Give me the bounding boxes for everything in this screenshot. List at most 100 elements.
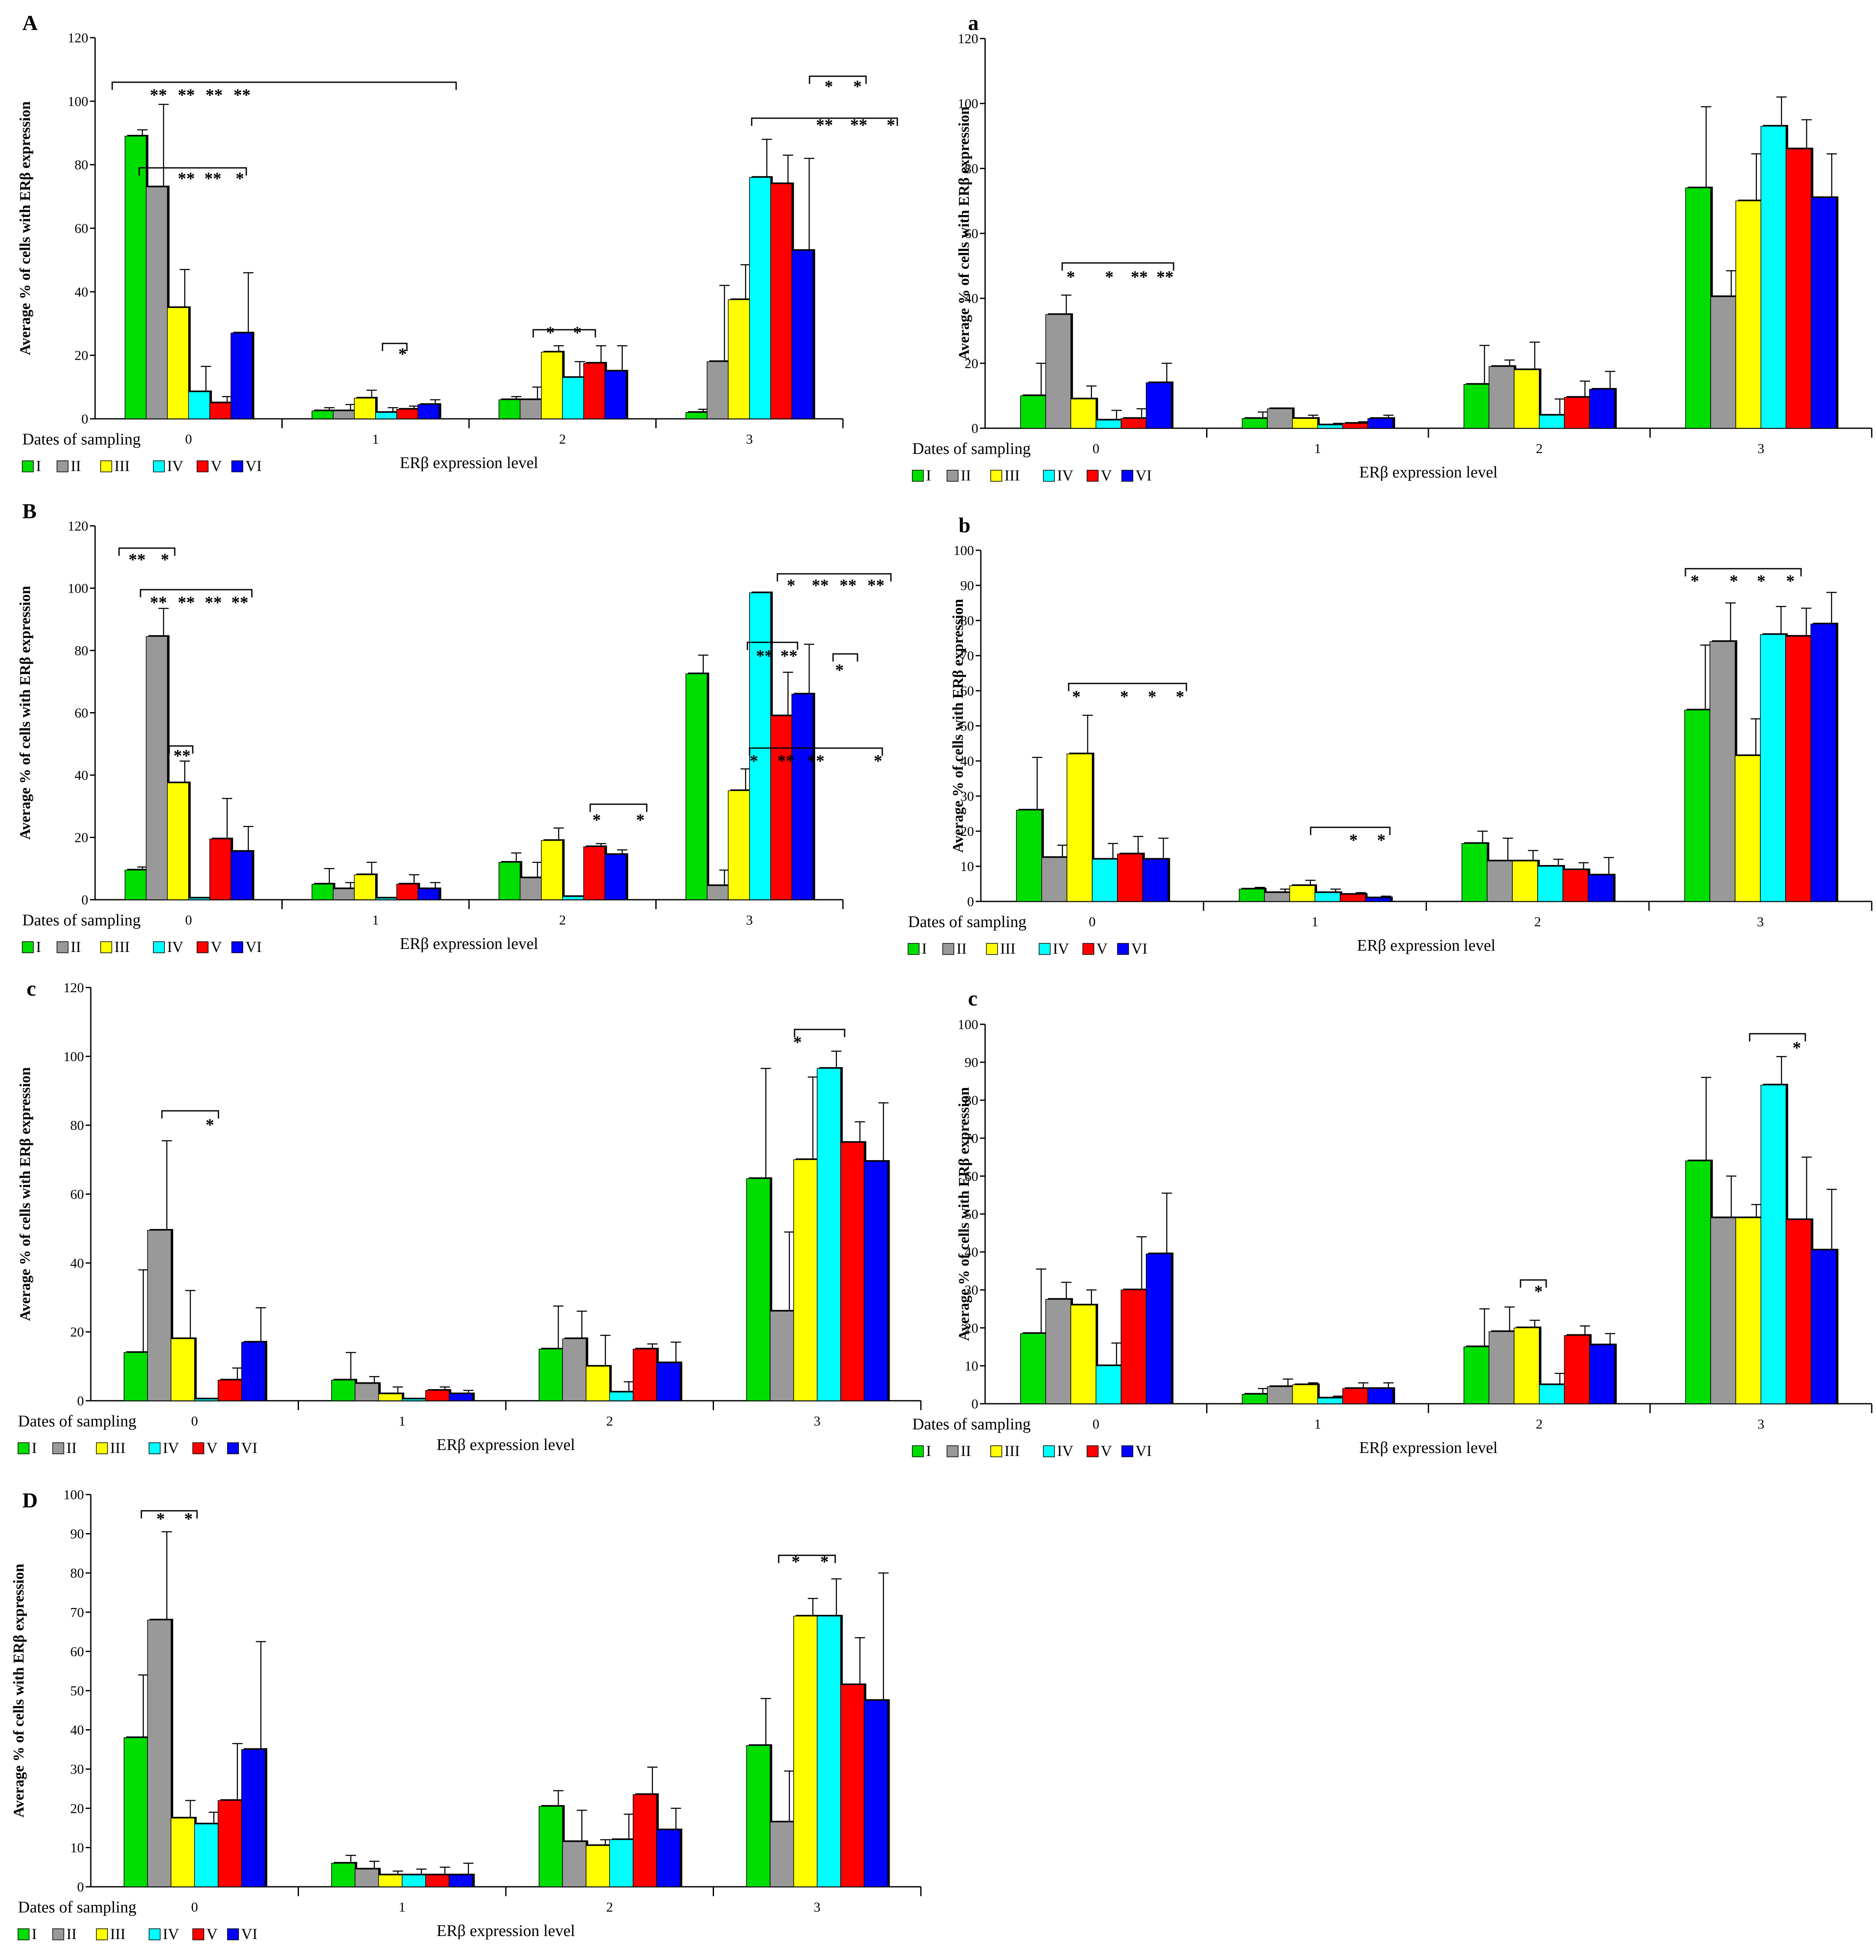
y-tick-label: 120 — [68, 30, 88, 45]
significance-marker: ** — [150, 593, 167, 612]
bar-I-level-2 — [499, 399, 521, 419]
legend-label: IV — [167, 457, 183, 474]
bar-VI-level-3 — [791, 694, 813, 900]
legend-label: III — [110, 1439, 125, 1456]
y-tick-label: 20 — [965, 355, 978, 371]
bar-IV-level-2 — [562, 896, 584, 900]
legend-swatch — [192, 1928, 204, 1940]
y-tick-label: 0 — [971, 421, 978, 436]
bar-V-level-0 — [209, 838, 231, 900]
legend-label: VI — [245, 457, 262, 474]
chart-panel-5: c 0 10 20 30 40 50 60 70 80 90 100 0 1 2 3 Dates of samp… — [912, 986, 1873, 1459]
y-tick-label: 0 — [971, 1396, 978, 1411]
legend-label: V — [211, 457, 222, 474]
category-label: 1 — [1314, 1416, 1321, 1432]
legend-label: I — [32, 1925, 37, 1942]
bar-III-level-2 — [586, 1845, 610, 1887]
significance-bracket — [1310, 826, 1391, 835]
y-axis-label: Average % of cells with ERβ expression — [956, 1087, 972, 1341]
panel-letter: D — [22, 1488, 38, 1512]
significance-marker: ** — [850, 115, 867, 134]
chart-panel-0: A 0 20 40 60 80 100 120 0 1 2 3 Dates of sampling ERβ… — [17, 11, 898, 474]
significance-marker: * — [206, 1115, 214, 1134]
significance-marker: * — [1730, 571, 1738, 591]
y-axis-label: Average % of cells with ERβ expression — [17, 586, 33, 840]
legend-label: II — [71, 938, 81, 955]
significance-bracket — [751, 117, 898, 126]
y-tick-label: 80 — [965, 161, 978, 176]
bar-II-level-3 — [1710, 1217, 1736, 1404]
chart-panel-2: B 0 20 40 60 80 100 120 0 1 2 3 Dates of sampling ERβ… — [17, 499, 892, 955]
significance-marker: * — [1176, 687, 1184, 706]
y-tick-label: 90 — [70, 1526, 84, 1542]
category-label: 2 — [1536, 1416, 1543, 1432]
bar-V-level-1 — [425, 1874, 450, 1887]
significance-marker: ** — [204, 169, 221, 188]
bar-IV-level-3 — [749, 592, 771, 900]
x-axis-label: ERβ expression level — [400, 935, 538, 953]
bar-I-level-1 — [331, 1863, 355, 1887]
bar-I-level-0 — [123, 1737, 148, 1887]
bar-V-level-3 — [1786, 1219, 1812, 1404]
y-tick-label: 60 — [965, 226, 978, 241]
bar-IV-level-2 — [1537, 866, 1563, 902]
legend-label: IV — [1053, 940, 1069, 957]
y-tick-label: 40 — [70, 1722, 84, 1738]
legend-swatch — [192, 1442, 204, 1454]
significance-bracket — [747, 641, 798, 650]
significance-marker: ** — [1156, 267, 1174, 286]
legend-label: III — [1004, 467, 1020, 484]
significance-bracket — [118, 547, 176, 556]
bar-III-level-3 — [1735, 1217, 1762, 1404]
y-axis-label: Average % of cells with ERβ expression — [17, 101, 33, 355]
significance-bracket — [140, 1510, 198, 1518]
significance-marker: ** — [816, 115, 833, 134]
bar-II-level-2 — [520, 877, 542, 900]
bar-III-level-2 — [541, 840, 563, 900]
significance-marker: ** — [756, 646, 773, 665]
legend-swatch — [1087, 1445, 1099, 1457]
bar-IV-level-3 — [817, 1616, 841, 1887]
bar-III-level-2 — [586, 1366, 610, 1401]
legend-label: II — [66, 1925, 77, 1942]
bar-V-level-0 — [209, 403, 231, 419]
legend-swatch — [1121, 470, 1133, 482]
y-tick-label: 60 — [75, 221, 88, 236]
bar-VI-level-3 — [863, 1700, 888, 1887]
bar-III-level-1 — [354, 398, 376, 419]
y-tick-label: 0 — [967, 894, 974, 909]
y-tick-label: 60 — [70, 1644, 84, 1659]
bar-IV-level-2 — [609, 1839, 633, 1887]
legend-swatch — [990, 470, 1002, 482]
bar-IV-level-0 — [1096, 420, 1122, 429]
bar-I-level-3 — [746, 1178, 771, 1401]
bar-III-level-3 — [728, 299, 750, 419]
bar-II-level-0 — [1045, 1299, 1071, 1404]
bar-V-level-3 — [840, 1684, 865, 1887]
bar-VI-level-2 — [604, 854, 627, 900]
chart-panel-3: b 0 10 20 30 40 50 60 70 80 90 100 0 1 2 3 Dates of samp… — [908, 513, 1873, 957]
bar-V-level-1 — [1340, 894, 1366, 902]
bar-VI-level-0 — [241, 1749, 266, 1887]
legend-swatch — [912, 470, 924, 482]
bar-II-level-2 — [1487, 860, 1513, 902]
y-tick-label: 100 — [68, 93, 88, 109]
bar-I-level-0 — [123, 1352, 148, 1401]
significance-marker: ** — [178, 169, 195, 188]
bar-I-level-1 — [311, 883, 334, 900]
legend-swatch — [1039, 943, 1051, 955]
panel-letter: b — [959, 513, 971, 537]
y-tick-label: 100 — [63, 1487, 84, 1502]
chart-panel-4: c 0 20 40 60 80 100 120 0 1 2 3 Dates of sampling ERβ… — [17, 976, 922, 1456]
category-label: 3 — [814, 1899, 821, 1915]
legend-label: III — [1004, 1442, 1020, 1459]
legend-swatch — [153, 460, 165, 472]
significance-marker: * — [1105, 267, 1114, 286]
significance-marker: ** — [812, 576, 829, 595]
bar-VI-level-1 — [448, 1393, 473, 1401]
legend-swatch — [1043, 1445, 1055, 1457]
y-tick-label: 60 — [965, 1168, 978, 1184]
bar-VI-level-0 — [230, 333, 253, 419]
bar-II-level-3 — [770, 1822, 794, 1887]
significance-marker: * — [161, 550, 169, 569]
